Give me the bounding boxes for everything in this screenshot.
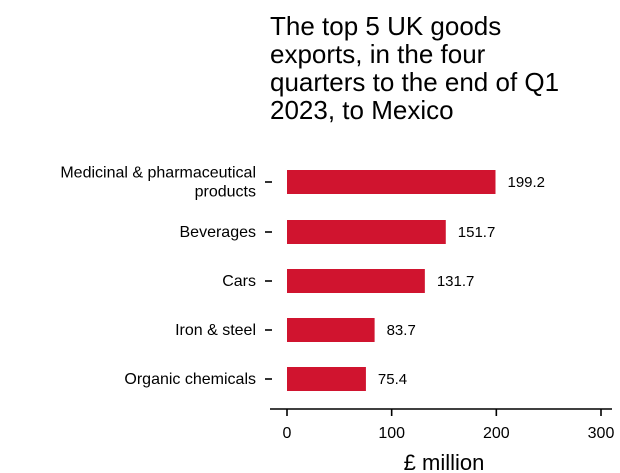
category-label: Beverages (180, 224, 257, 241)
bar (287, 220, 446, 244)
x-tick-label: 300 (588, 425, 615, 442)
bar (287, 170, 496, 194)
bar (287, 367, 366, 391)
category-label: Cars (222, 273, 256, 290)
x-tick-label: 100 (378, 425, 405, 442)
value-label: 199.2 (507, 174, 545, 191)
category-label: Medicinal & pharmaceutical products (60, 165, 256, 201)
category-label: Organic chemicals (124, 371, 256, 388)
value-label: 131.7 (437, 273, 475, 290)
chart-title: The top 5 UK goods exports, in the four … (270, 11, 560, 125)
category-label: Iron & steel (175, 322, 256, 339)
bar (287, 269, 425, 293)
value-label: 75.4 (378, 371, 407, 388)
value-label: 151.7 (458, 224, 496, 241)
bar (287, 318, 375, 342)
x-axis-title: £ million (404, 450, 485, 473)
x-tick-label: 0 (283, 425, 292, 442)
x-tick-label: 200 (483, 425, 510, 442)
value-label: 83.7 (387, 322, 416, 339)
